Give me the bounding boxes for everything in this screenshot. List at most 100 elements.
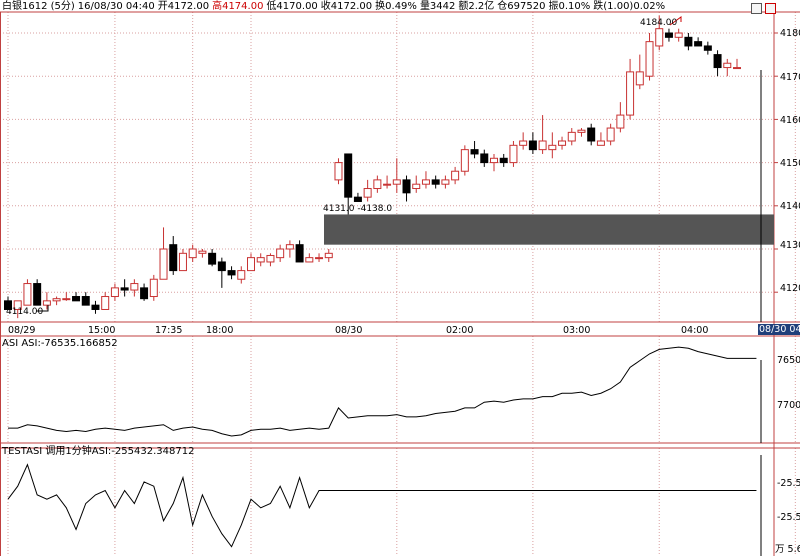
high-label: 高4174.00 [212, 1, 264, 12]
candle-body [480, 153, 489, 164]
candle-body [635, 71, 644, 86]
candle-body [315, 257, 324, 260]
y-tick-4130: 4130 [780, 240, 800, 251]
turnover-label: 换0.49% [375, 1, 417, 12]
header-bar: 白银1612 (5分) 16/08/30 04:40 开4172.00 高4174.0… [2, 1, 668, 13]
candle-body [217, 261, 226, 272]
candle-body [101, 296, 110, 310]
asi-line [8, 346, 757, 437]
candle-body [72, 296, 81, 302]
candle-body [713, 54, 722, 69]
testasi-y-tick-1: -25.5 [777, 512, 800, 523]
candle-body [402, 179, 411, 194]
candle-body [276, 248, 285, 259]
settings-icon[interactable] [751, 3, 762, 14]
candle-body [567, 131, 576, 142]
candle-body [149, 278, 158, 298]
candle-body [655, 28, 664, 47]
x-tick-7: 04:00 [681, 325, 709, 336]
amplitude-label: 振0.10% [548, 1, 591, 12]
candle-body [587, 127, 596, 142]
candle-body [596, 140, 605, 146]
candle-body [490, 157, 498, 164]
high-leader [669, 16, 682, 26]
candle-body [42, 300, 51, 306]
candle-body [52, 298, 61, 302]
candle-body [81, 296, 90, 306]
x-tick-6: 03:00 [563, 325, 591, 336]
x-tick-3: 18:00 [206, 325, 234, 336]
candle-body [62, 298, 71, 301]
candle-body [509, 144, 518, 164]
candle-body [674, 32, 683, 38]
candle-body [519, 140, 528, 146]
testasi-y-tick-0: -25.5 [777, 478, 800, 489]
candle-body [23, 283, 32, 306]
candle-body [33, 283, 42, 306]
low-label: 低4170.00 [266, 1, 318, 12]
candle-body [208, 252, 217, 265]
open-label: 开4172.00 [157, 1, 210, 12]
candle-body [305, 257, 314, 263]
candle-body [110, 287, 119, 298]
candle-body [733, 67, 741, 70]
amount-label: 额2.2亿 [458, 1, 495, 12]
y-tick-4140: 4140 [780, 201, 800, 212]
candle-body [606, 127, 615, 142]
candle-body [353, 196, 362, 202]
volume-label: 量3442 [419, 1, 456, 12]
candle-body [499, 157, 508, 164]
candle-body [237, 270, 246, 280]
x-tick-1: 15:00 [88, 325, 116, 336]
symbol-label: 白银1612 (5分) [2, 1, 75, 12]
low-annotation: 4114.00 [6, 307, 44, 317]
candle-body [91, 304, 100, 310]
y-tick-4180: 4180 [780, 28, 800, 39]
y-tick-4150: 4150 [780, 158, 800, 169]
testasi-panel-title: TESTASI 调用1分钟ASI:-255432.348712 [2, 446, 195, 457]
candle-body [198, 250, 207, 254]
high-annotation: 4184.00 [640, 18, 678, 28]
candle-body [120, 287, 129, 291]
candle-body [140, 287, 149, 300]
candle-body [694, 41, 703, 47]
candle-body [421, 179, 430, 185]
candle-body [392, 179, 401, 185]
x-tick-4: 08/30 [335, 325, 363, 336]
low-leader [36, 305, 49, 312]
y-tick-4170: 4170 [780, 72, 800, 83]
candle-body [431, 179, 440, 185]
testasi-line [7, 463, 757, 548]
candle-body [723, 62, 732, 69]
y-tick-4160: 4160 [780, 115, 800, 126]
candle-body [334, 162, 343, 181]
testasi-corner-label: 万 5.6 [775, 544, 800, 555]
candle-body [169, 244, 178, 272]
candle-body [538, 140, 547, 151]
time-label: 16/08/30 04:40 [77, 1, 155, 12]
maximize-icon[interactable] [765, 3, 776, 14]
candle-body [684, 36, 693, 47]
candle-body [451, 170, 460, 181]
candle-body [13, 300, 22, 310]
candle-body [528, 140, 537, 151]
current-time-label: 08/30 04:40 [758, 324, 800, 335]
candle-body [616, 114, 625, 129]
candle-body [626, 71, 635, 116]
x-tick-5: 02:00 [446, 325, 474, 336]
asi-panel-title: ASI ASI:-76535.166852 [2, 338, 118, 349]
candle-body [247, 257, 255, 272]
x-tick-2: 17:35 [155, 325, 183, 336]
candle-body [178, 252, 187, 272]
candle-body [256, 257, 265, 263]
close-label: 收4172.00 [320, 1, 373, 12]
asi-y-tick-1: 77000 [777, 400, 800, 411]
candle-body [344, 153, 353, 198]
gap-annotation: 4131.0 -4138.0 [323, 204, 393, 214]
candle-body [703, 45, 712, 51]
oi-label: 仓697520 [497, 1, 546, 12]
candle-body [324, 252, 333, 259]
candle-body [412, 183, 421, 190]
x-tick-0: 08/29 [8, 325, 36, 336]
